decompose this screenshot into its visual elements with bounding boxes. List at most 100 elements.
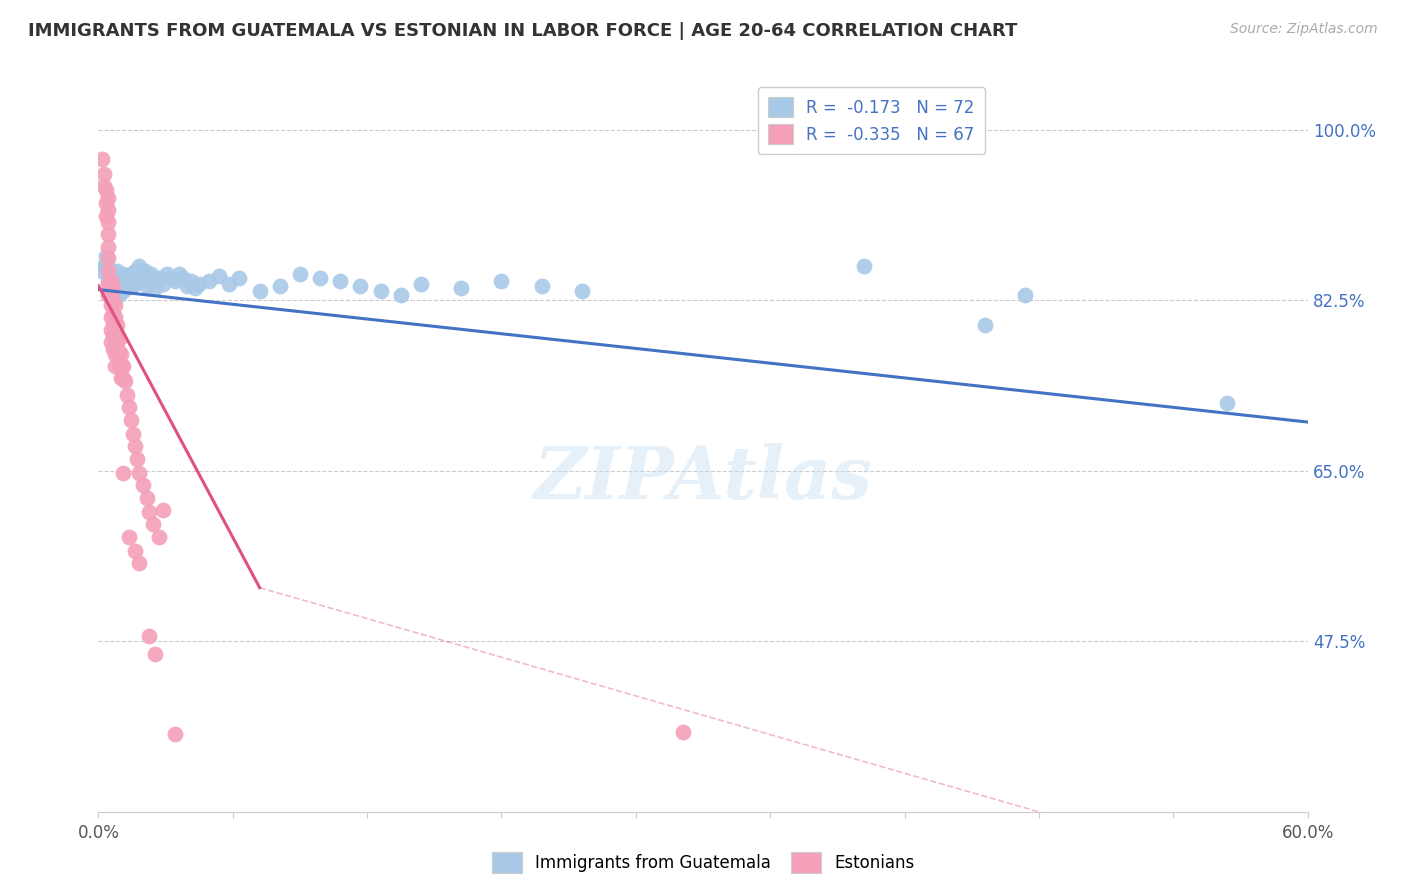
Point [349, 278, 371, 293]
Point [101, 318, 124, 332]
Point [142, 517, 165, 532]
Point [132, 478, 155, 492]
Point [100, 298, 122, 312]
Point [107, 274, 129, 288]
Legend: R =  -0.173   N = 72, R =  -0.335   N = 67: R = -0.173 N = 72, R = -0.335 N = 67 [758, 87, 984, 154]
Point [139, 267, 162, 281]
Point [97, 202, 120, 217]
Point [107, 357, 129, 371]
Point [571, 284, 593, 298]
Point [115, 388, 138, 402]
Point [132, 271, 155, 285]
Point [103, 335, 125, 350]
Point [111, 371, 134, 385]
Point [93, 167, 115, 181]
Point [101, 342, 124, 356]
Point [269, 278, 291, 293]
Point [115, 268, 138, 283]
Point [124, 277, 146, 291]
Point [96, 250, 118, 264]
Point [156, 267, 179, 281]
Point [91, 152, 114, 166]
Point [103, 347, 125, 361]
Point [103, 310, 125, 324]
Point [128, 557, 150, 571]
Point [97, 191, 120, 205]
Point [138, 271, 160, 285]
Point [111, 284, 134, 298]
Point [97, 215, 120, 229]
Text: IMMIGRANTS FROM GUATEMALA VS ESTONIAN IN LABOR FORCE | AGE 20-64 CORRELATION CHA: IMMIGRANTS FROM GUATEMALA VS ESTONIAN IN… [28, 22, 1018, 40]
Point [208, 268, 231, 283]
Point [100, 274, 122, 288]
Point [853, 259, 876, 273]
Point [121, 426, 143, 441]
Point [135, 278, 157, 293]
Point [107, 332, 129, 346]
Point [188, 277, 211, 291]
Point [114, 374, 136, 388]
Point [120, 413, 142, 427]
Point [120, 278, 142, 293]
Point [97, 240, 120, 254]
Point [288, 267, 311, 281]
Point [105, 318, 128, 332]
Point [103, 298, 125, 312]
Point [228, 271, 250, 285]
Point [125, 268, 148, 283]
Point [105, 329, 128, 343]
Point [138, 505, 160, 519]
Point [125, 452, 148, 467]
Point [110, 278, 132, 293]
Point [672, 724, 695, 739]
Point [105, 264, 128, 278]
Text: Source: ZipAtlas.com: Source: ZipAtlas.com [1230, 22, 1378, 37]
Point [184, 280, 207, 294]
Point [118, 530, 141, 544]
Point [142, 274, 165, 288]
Point [370, 284, 392, 298]
Point [107, 345, 129, 359]
Point [118, 274, 141, 288]
Point [105, 342, 128, 356]
Point [111, 267, 134, 281]
Point [491, 274, 513, 288]
Point [97, 261, 120, 276]
Point [96, 195, 118, 210]
Point [103, 359, 125, 373]
Point [101, 284, 124, 298]
Point [163, 727, 186, 741]
Point [115, 280, 138, 294]
Point [100, 335, 122, 350]
Point [121, 271, 143, 285]
Point [93, 179, 115, 194]
Point [100, 322, 122, 336]
Point [167, 267, 190, 281]
Point [128, 466, 150, 480]
Point [152, 277, 174, 291]
Point [97, 288, 120, 302]
Point [97, 264, 120, 278]
Point [97, 252, 120, 266]
Point [1014, 288, 1036, 302]
Point [101, 306, 124, 320]
Point [974, 318, 997, 332]
Point [148, 271, 170, 285]
Point [111, 466, 134, 480]
Point [134, 264, 156, 278]
Point [101, 280, 124, 294]
Point [93, 259, 115, 273]
Point [138, 629, 160, 643]
Point [124, 543, 146, 558]
Point [101, 271, 124, 285]
Point [129, 267, 152, 281]
Point [160, 271, 183, 285]
Point [148, 530, 170, 544]
Point [97, 227, 120, 241]
Point [163, 274, 186, 288]
Point [409, 277, 432, 291]
Text: ZIPAtlas: ZIPAtlas [534, 443, 872, 514]
Point [100, 310, 122, 324]
Point [96, 209, 118, 223]
Point [128, 274, 150, 288]
